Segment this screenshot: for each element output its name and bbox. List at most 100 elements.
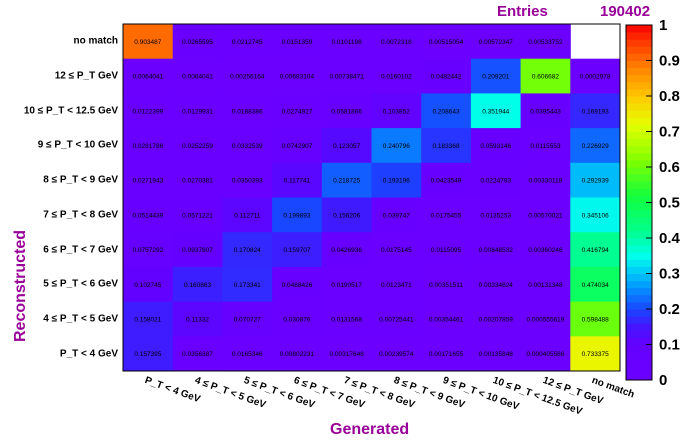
heatmap-cell (222, 197, 273, 233)
colorbar-segment (626, 46, 652, 54)
heatmap-cell (321, 266, 372, 303)
heatmap-cell (321, 24, 372, 60)
heatmap-cell (520, 301, 571, 337)
cell-value-label: 0.123057 (333, 143, 360, 150)
cell-value-label: 0.0270381 (182, 178, 213, 185)
cell-value-label: 0.0423549 (431, 178, 462, 185)
heatmap-cell (421, 93, 472, 129)
cell-value-label: 0.606682 (532, 74, 559, 81)
colorbar-segment (626, 372, 652, 381)
heatmap-cell (123, 232, 174, 268)
heatmap-cell (222, 128, 273, 164)
heatmap-cell (272, 336, 323, 372)
heatmap-cell (371, 162, 422, 198)
heatmap-cell (421, 197, 472, 233)
cell-value-label: 0.0482442 (431, 74, 462, 81)
cell-value-label: 0.0115553 (530, 143, 561, 150)
cell-value-label: 0.0332539 (232, 143, 263, 150)
y-axis-label: Reconstructed (12, 229, 29, 342)
heatmap-cell (123, 58, 174, 94)
y-tick-label: P_T < 4 GeV (59, 348, 118, 360)
heatmap-cell (222, 301, 273, 337)
heatmap-cell (520, 24, 571, 60)
colorbar-segment (626, 337, 652, 345)
heatmap-cell (172, 232, 223, 268)
cell-value-label: 0.170824 (234, 247, 261, 254)
colorbar-segment (626, 181, 652, 189)
colorbar-segment (626, 252, 652, 260)
colorbar-segment (626, 365, 652, 374)
cell-value-label: 0.0224793 (480, 178, 511, 185)
cell-value-label: 0.218725 (333, 178, 360, 185)
colorbar-segment (626, 131, 652, 140)
cell-value-label: 0.240796 (383, 143, 410, 150)
plot-border (122, 23, 621, 372)
colorbar-segment (626, 152, 652, 161)
cell-value-label: 0.030876 (283, 316, 310, 323)
heatmap-cell (272, 162, 323, 198)
heatmap-cell (470, 266, 522, 303)
colorbar-segment (626, 266, 652, 274)
heatmap-cell (123, 301, 174, 337)
colorbar-segment (626, 351, 652, 360)
cell-value-label: 0.159707 (283, 247, 310, 254)
heatmap-cell (421, 232, 472, 268)
heatmap-cell (123, 162, 174, 198)
colorbar-tick-label: 0 (659, 372, 667, 389)
heatmap-cell (321, 162, 372, 198)
cell-value-label: 0.00354461 (429, 316, 464, 323)
cell-value-label: 0.00515054 (429, 39, 464, 46)
colorbar-segment (626, 96, 652, 104)
cell-value-label: 0.00570021 (528, 212, 563, 219)
cell-value-label: 0.0593146 (480, 143, 511, 150)
heatmap-cell (470, 232, 522, 268)
heatmap-cell (371, 266, 422, 303)
y-tick-label: 5 ≤ P_T < 6 GeV (43, 278, 118, 290)
cell-value-label: 0.0937807 (182, 247, 213, 254)
heatmap-cell (272, 301, 323, 337)
entries-box: Entries 190402 (497, 3, 650, 20)
heatmap-cell (123, 128, 174, 164)
colorbar-segment (626, 138, 652, 147)
heatmap-cell (272, 24, 323, 60)
colorbar-segment (626, 294, 652, 303)
cell-value-label: 0.00135848 (479, 351, 514, 358)
heatmap-cell (123, 93, 174, 129)
heatmap-cell (520, 93, 571, 129)
cell-value-label: 0.00256164 (230, 74, 265, 81)
y-tick-label: 6 ≤ P_T < 7 GeV (43, 244, 118, 256)
heatmap-cell (570, 128, 621, 164)
heatmap-cell (222, 336, 273, 372)
cell-value-label: 0.183368 (432, 143, 459, 150)
cell-value-label: 0.00738471 (329, 74, 364, 81)
colorbar-segment (626, 273, 652, 282)
cell-value-label: 0.903487 (134, 39, 161, 46)
cell-value-label: 0.0212745 (232, 39, 263, 46)
colorbar-segment (626, 358, 652, 367)
cell-value-label: 0.0271943 (132, 178, 163, 185)
heatmap-cell (172, 197, 223, 233)
cell-value-label: 0.00802231 (280, 351, 315, 358)
cell-value-label: 0.0265595 (182, 39, 213, 46)
heatmap-cell (123, 336, 174, 372)
heatmap-cell (272, 232, 323, 268)
cell-value-label: 0.00533752 (528, 39, 563, 46)
heatmap-cell (371, 24, 422, 60)
colorbar-segment (626, 88, 652, 97)
cell-value-label: 0.00360246 (528, 247, 563, 254)
heatmap-cell (222, 162, 273, 198)
cell-value-label: 0.598488 (582, 316, 609, 323)
cell-value-label: 0.0002978 (580, 74, 611, 81)
heatmap-cell (520, 266, 571, 303)
heatmap-cell (321, 301, 372, 337)
colorbar-segment (626, 316, 652, 324)
cell-value-label: 0.117741 (284, 178, 311, 185)
heatmap-cell (421, 266, 472, 303)
cell-value-label: 0.0131568 (331, 316, 362, 323)
heatmap-cell (272, 58, 323, 94)
entries-value: 190402 (600, 3, 651, 20)
cell-value-label: 0.0151359 (282, 39, 313, 46)
heatmap-cell (470, 162, 522, 198)
heatmap-cell (421, 128, 472, 164)
